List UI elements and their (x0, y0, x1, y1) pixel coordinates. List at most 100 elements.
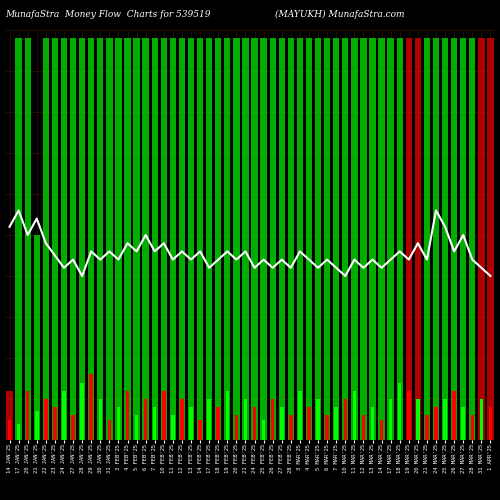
Bar (407, 391, 410, 440)
Bar (416, 399, 420, 440)
Bar (396, 38, 403, 440)
Bar (451, 38, 458, 440)
Bar (162, 391, 166, 440)
Bar (406, 38, 412, 440)
Bar (142, 38, 149, 440)
Bar (414, 38, 421, 440)
Bar (244, 399, 247, 440)
Bar (307, 407, 310, 440)
Bar (26, 391, 30, 440)
Bar (171, 416, 174, 440)
Bar (434, 407, 438, 440)
Bar (180, 399, 184, 440)
Bar (352, 391, 356, 440)
Bar (252, 38, 258, 440)
Bar (124, 38, 130, 440)
Bar (480, 399, 483, 440)
Bar (98, 399, 102, 440)
Bar (442, 38, 448, 440)
Bar (469, 38, 476, 440)
Bar (371, 407, 374, 440)
Text: (MAYUKH) MunafaStra.com: (MAYUKH) MunafaStra.com (275, 10, 404, 19)
Bar (208, 399, 211, 440)
Bar (53, 407, 56, 440)
Bar (296, 38, 303, 440)
Bar (72, 416, 75, 440)
Bar (433, 38, 439, 440)
Bar (424, 38, 430, 440)
Bar (380, 420, 384, 440)
Bar (44, 399, 48, 440)
Bar (298, 391, 302, 440)
Bar (260, 38, 267, 440)
Bar (470, 416, 474, 440)
Bar (462, 407, 465, 440)
Bar (398, 382, 402, 440)
Bar (324, 38, 330, 440)
Text: MunafaStra  Money Flow  Charts for 539519: MunafaStra Money Flow Charts for 539519 (5, 10, 210, 19)
Bar (378, 38, 385, 440)
Bar (153, 407, 156, 440)
Bar (234, 416, 238, 440)
Bar (197, 38, 203, 440)
Bar (452, 391, 456, 440)
Bar (206, 38, 212, 440)
Bar (226, 391, 229, 440)
Bar (34, 235, 40, 440)
Bar (289, 416, 292, 440)
Bar (90, 374, 93, 440)
Bar (326, 416, 329, 440)
Bar (425, 416, 428, 440)
Bar (224, 38, 230, 440)
Bar (35, 412, 38, 440)
Bar (17, 424, 20, 440)
Bar (334, 407, 338, 440)
Bar (8, 420, 12, 440)
Bar (288, 38, 294, 440)
Bar (106, 38, 112, 440)
Bar (179, 38, 185, 440)
Bar (306, 38, 312, 440)
Bar (134, 38, 140, 440)
Bar (116, 38, 121, 440)
Bar (160, 38, 167, 440)
Bar (315, 38, 321, 440)
Bar (278, 38, 285, 440)
Bar (80, 382, 84, 440)
Bar (488, 38, 494, 440)
Bar (362, 416, 365, 440)
Bar (88, 38, 94, 440)
Bar (152, 38, 158, 440)
Bar (16, 38, 22, 440)
Bar (333, 38, 340, 440)
Bar (344, 399, 347, 440)
Bar (316, 399, 320, 440)
Bar (126, 391, 129, 440)
Bar (144, 399, 148, 440)
Bar (61, 38, 67, 440)
Bar (360, 38, 366, 440)
Bar (253, 407, 256, 440)
Bar (24, 38, 31, 440)
Bar (216, 407, 220, 440)
Bar (198, 420, 202, 440)
Bar (342, 38, 348, 440)
Bar (388, 38, 394, 440)
Bar (389, 399, 392, 440)
Bar (42, 38, 49, 440)
Bar (97, 38, 103, 440)
Bar (170, 38, 176, 440)
Bar (70, 38, 76, 440)
Bar (242, 38, 248, 440)
Bar (444, 399, 447, 440)
Bar (62, 391, 66, 440)
Bar (116, 407, 120, 440)
Bar (188, 38, 194, 440)
Bar (108, 420, 111, 440)
Bar (271, 399, 274, 440)
Bar (6, 391, 12, 440)
Bar (215, 38, 222, 440)
Bar (370, 38, 376, 440)
Bar (262, 420, 266, 440)
Bar (280, 407, 283, 440)
